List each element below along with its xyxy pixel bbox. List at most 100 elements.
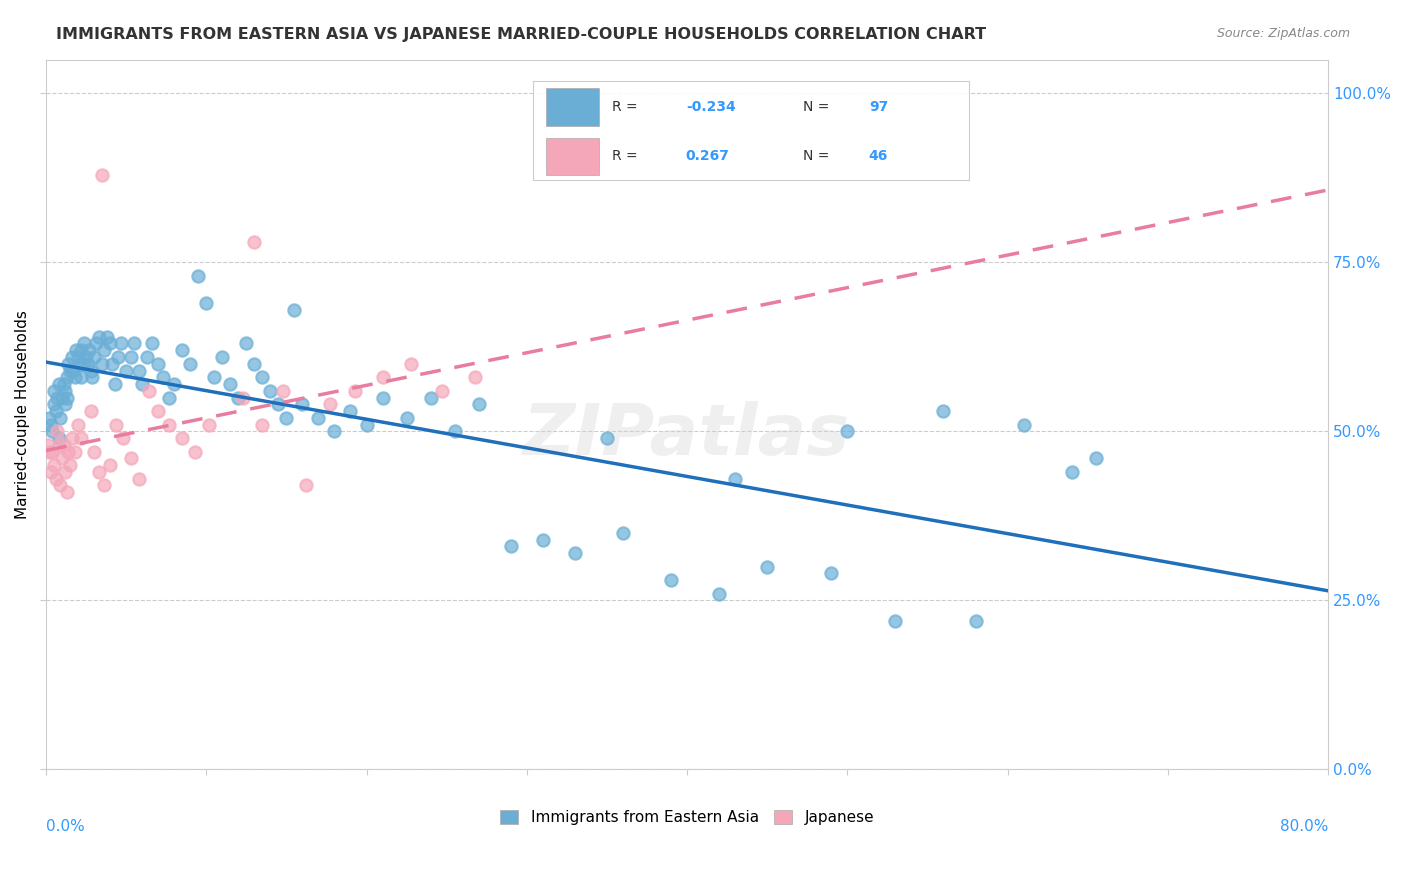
Point — [37, 438, 59, 452]
Point — [323, 425, 346, 439]
Point — [87, 465, 110, 479]
Point — [232, 391, 254, 405]
Point — [107, 350, 129, 364]
Point — [756, 559, 779, 574]
Point — [267, 397, 290, 411]
Point — [707, 586, 730, 600]
Point — [820, 566, 842, 581]
Point — [430, 384, 453, 398]
Point — [283, 302, 305, 317]
Point — [198, 417, 221, 432]
Point — [48, 431, 70, 445]
Point — [965, 614, 987, 628]
Point — [146, 357, 169, 371]
Point — [42, 384, 65, 398]
Point — [243, 235, 266, 249]
Point — [59, 458, 82, 472]
Point — [84, 336, 107, 351]
Point — [52, 377, 75, 392]
Point — [42, 397, 65, 411]
Point — [77, 343, 100, 358]
Point — [56, 485, 79, 500]
Point — [219, 377, 242, 392]
Point — [187, 268, 209, 283]
Point — [60, 350, 83, 364]
Point — [184, 444, 207, 458]
Point — [80, 363, 103, 377]
Point — [49, 478, 72, 492]
Y-axis label: Married-couple Households: Married-couple Households — [15, 310, 30, 519]
Point — [87, 329, 110, 343]
Point — [395, 410, 418, 425]
Point — [146, 404, 169, 418]
Point — [235, 336, 257, 351]
Point — [596, 431, 619, 445]
Point — [41, 444, 63, 458]
Point — [226, 391, 249, 405]
Point — [39, 465, 62, 479]
Text: Source: ZipAtlas.com: Source: ZipAtlas.com — [1216, 27, 1350, 40]
Point — [252, 370, 274, 384]
Point — [58, 357, 80, 371]
Point — [48, 438, 70, 452]
Point — [82, 370, 104, 384]
Point — [131, 377, 153, 392]
Point — [72, 357, 94, 371]
Point — [45, 472, 67, 486]
Point — [66, 350, 89, 364]
Point — [73, 336, 96, 351]
Point — [115, 363, 138, 377]
Point — [259, 384, 281, 398]
Point — [120, 451, 142, 466]
Point — [49, 410, 72, 425]
Point — [401, 357, 423, 371]
Point — [837, 425, 859, 439]
Point — [60, 431, 83, 445]
Point — [294, 478, 316, 492]
Point — [179, 357, 201, 371]
Point — [128, 472, 150, 486]
Point — [531, 533, 554, 547]
Point — [80, 404, 103, 418]
Point — [69, 357, 91, 371]
Point — [63, 370, 86, 384]
Point — [138, 384, 160, 398]
Point — [307, 410, 329, 425]
Point — [356, 417, 378, 432]
Point — [66, 417, 89, 432]
Point — [1084, 451, 1107, 466]
Point — [52, 438, 75, 452]
Point — [93, 343, 115, 358]
Point — [612, 525, 634, 540]
Point — [152, 370, 174, 384]
Point — [111, 431, 134, 445]
Point — [276, 410, 298, 425]
Point — [371, 370, 394, 384]
Point — [45, 404, 67, 418]
Point — [120, 350, 142, 364]
Point — [100, 357, 122, 371]
Text: 0.0%: 0.0% — [46, 819, 84, 834]
Point — [464, 370, 486, 384]
Point — [128, 363, 150, 377]
Point — [724, 472, 747, 486]
Text: IMMIGRANTS FROM EASTERN ASIA VS JAPANESE MARRIED-COUPLE HOUSEHOLDS CORRELATION C: IMMIGRANTS FROM EASTERN ASIA VS JAPANESE… — [56, 27, 987, 42]
Point — [46, 425, 69, 439]
Point — [53, 384, 76, 398]
Point — [211, 350, 233, 364]
Point — [252, 417, 274, 432]
Point — [202, 370, 225, 384]
Point — [195, 296, 218, 310]
Point — [70, 431, 93, 445]
Point — [42, 458, 65, 472]
Point — [53, 465, 76, 479]
Point — [96, 329, 118, 343]
Point — [157, 391, 180, 405]
Point — [91, 357, 114, 371]
Point — [93, 478, 115, 492]
Point — [46, 391, 69, 405]
Point — [63, 444, 86, 458]
Point — [172, 431, 194, 445]
Legend: Immigrants from Eastern Asia, Japanese: Immigrants from Eastern Asia, Japanese — [492, 802, 882, 832]
Point — [659, 573, 682, 587]
